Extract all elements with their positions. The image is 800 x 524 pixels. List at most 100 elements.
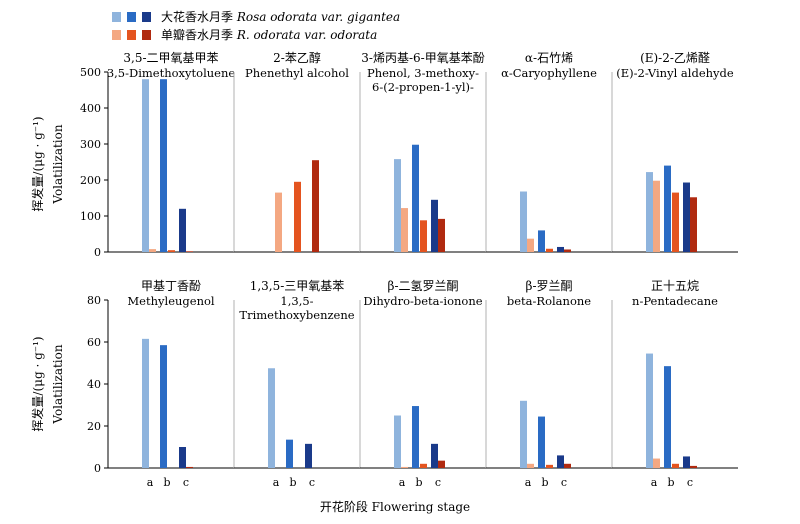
bar [546, 464, 553, 468]
bar [294, 181, 301, 252]
panel-title-en: Dihydro-beta-ionone [363, 294, 482, 308]
panel-title-en: 1,3,5- [280, 294, 313, 308]
legend-swatch [127, 30, 136, 40]
bar [672, 463, 679, 468]
bar [538, 230, 545, 252]
bar [564, 463, 571, 468]
bar [142, 338, 149, 468]
panel-title-en: Phenol, 3-methoxy- [367, 66, 479, 80]
bar [557, 455, 564, 468]
bar [520, 191, 527, 252]
x-tick-label: b [289, 476, 296, 489]
bar [557, 246, 564, 252]
x-tick-label: b [667, 476, 674, 489]
bar [179, 208, 186, 252]
legend-swatch [142, 30, 151, 40]
bar [142, 79, 149, 252]
panel-title-en: Phenethyl alcohol [245, 66, 349, 80]
y-axis-label-cn: 挥发量/(μg · g⁻¹) [30, 116, 45, 211]
panel-title-en: n-Pentadecane [632, 294, 718, 308]
y-axis-label-cn: 挥发量/(μg · g⁻¹) [30, 336, 45, 431]
panel-title-cn: (E)-2-乙烯醛 [640, 50, 710, 65]
bar [286, 439, 293, 468]
bar [690, 465, 697, 468]
bar [160, 345, 167, 468]
y-tick-label: 100 [80, 210, 101, 223]
legend-swatch [112, 30, 121, 40]
x-tick-label: b [541, 476, 548, 489]
bar [683, 456, 690, 468]
panel-title-en: 6-(2-propen-1-yl)- [372, 80, 474, 94]
bar [653, 458, 660, 468]
panel-title-en: Methyleugenol [127, 294, 214, 308]
panel-title-en: Trimethoxybenzene [239, 308, 354, 322]
bar [646, 172, 653, 252]
legend-swatch [127, 12, 136, 22]
panel-title-cn: 正十五烷 [651, 279, 699, 293]
bar [527, 463, 534, 468]
panel-title-cn: 甲基丁香酚 [141, 279, 201, 293]
legend-swatch [112, 12, 121, 22]
bar [653, 180, 660, 252]
x-tick-label: c [435, 476, 441, 489]
panel-title-cn: 1,3,5-三甲氧基苯 [250, 279, 345, 293]
bar [394, 159, 401, 252]
panel-title-en: α-Caryophyllene [501, 66, 597, 80]
bar [538, 416, 545, 468]
y-tick-label: 400 [80, 102, 101, 115]
bar [431, 199, 438, 252]
x-tick-label: a [651, 476, 658, 489]
panel-title-en: 3,5-Dimethoxytoluene [107, 66, 236, 80]
panel-title-cn: β-罗兰酮 [526, 279, 573, 293]
panel-title-en: (E)-2-Vinyl aldehyde [616, 66, 734, 80]
panel-title-en: beta-Rolanone [507, 294, 591, 308]
bar [690, 197, 697, 252]
bar [268, 368, 275, 468]
y-tick-label: 200 [80, 174, 101, 187]
legend-label: 大花香水月季 Rosa odorata var. gigantea [161, 9, 400, 24]
bar [275, 192, 282, 252]
y-tick-label: 0 [94, 246, 101, 259]
bar [646, 353, 653, 468]
y-axis-label: 挥发量/(μg · g⁻¹) Volatilization [30, 116, 65, 211]
bar [394, 415, 401, 468]
x-tick-label: a [273, 476, 280, 489]
bar [564, 249, 571, 252]
bar [186, 466, 193, 468]
bar [401, 466, 408, 468]
bar [520, 400, 527, 468]
y-tick-label: 20 [87, 420, 101, 433]
x-tick-label: c [183, 476, 189, 489]
x-tick-label: b [163, 476, 170, 489]
bar [438, 460, 445, 468]
chart-panel: 0 100 200 300 400 500 3,5-二甲氧基甲苯3,5-Dimethoxyt… [80, 51, 235, 259]
bar [420, 220, 427, 252]
x-tick-label: b [415, 476, 422, 489]
bar [160, 79, 167, 252]
y-axis-label-en: Volatilization [51, 344, 65, 424]
y-tick-label: 300 [80, 138, 101, 151]
panel-title-cn: β-二氢罗兰酮 [388, 278, 459, 293]
panel-title-cn: α-石竹烯 [525, 51, 573, 65]
y-axis-label-en: Volatilization [51, 124, 65, 204]
bar [149, 249, 156, 252]
bar [412, 144, 419, 252]
chart-panel: (E)-2-乙烯醛(E)-2-Vinyl aldehyde [611, 50, 738, 253]
y-tick-label: 80 [87, 294, 101, 307]
bar [305, 443, 312, 468]
y-tick-label: 500 [80, 66, 101, 79]
panel-title-cn: 2-苯乙醇 [273, 50, 321, 65]
bar [664, 165, 671, 252]
bar [546, 248, 553, 252]
y-tick-label: 40 [87, 378, 101, 391]
panel-title-cn: 3-烯丙基-6-甲氧基苯酚 [361, 51, 484, 65]
y-tick-label: 0 [94, 462, 101, 475]
panel-title-cn: 3,5-二甲氧基甲苯 [123, 51, 218, 65]
